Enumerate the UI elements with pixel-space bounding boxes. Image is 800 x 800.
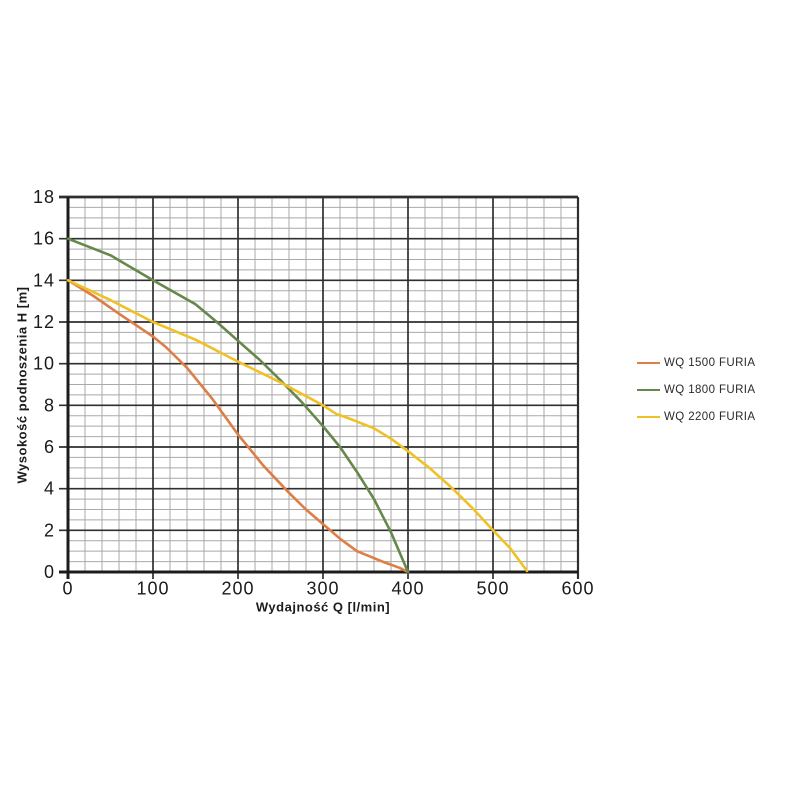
legend-label: WQ 1500 FURIA: [664, 357, 756, 369]
x-tick-label-0: 0: [62, 579, 73, 599]
x-tick-label-100: 100: [136, 579, 169, 599]
x-tick-label-300: 300: [306, 579, 339, 599]
legend-item-wq-1800-furia: WQ 1800 FURIA: [637, 383, 755, 397]
series-line-wq-1500-furia: [66, 279, 410, 574]
x-tick-label-400: 400: [391, 579, 424, 599]
series-line-wq-2200-furia: [66, 279, 529, 573]
y-tick-label-12: 12: [33, 312, 55, 332]
legend-item-wq-1500-furia: WQ 1500 FURIA: [637, 356, 755, 370]
y-tick-label-18: 18: [33, 187, 55, 207]
y-tick-label-2: 2: [44, 520, 55, 540]
y-tick-label-0: 0: [44, 562, 55, 582]
y-tick-label-10: 10: [33, 354, 55, 374]
y-tick-label-4: 4: [44, 479, 55, 499]
tick-labels: 0 100 200 300 400 500 600 0 2 4 6 8 10 12 14 16 18: [33, 187, 594, 599]
x-tick-label-600: 600: [561, 579, 594, 599]
legend-swatch-wq-1800-furia: [637, 389, 660, 391]
y-tick-label-16: 16: [33, 229, 55, 249]
series-line-wq-1800-furia: [66, 237, 410, 574]
legend-swatch-wq-1500-furia: [637, 362, 660, 364]
y-tick-label-14: 14: [33, 270, 55, 290]
axis-lines: [59, 197, 578, 579]
x-tick-label-500: 500: [476, 579, 509, 599]
legend-label: WQ 2200 FURIA: [664, 411, 756, 423]
legend-swatch-wq-2200-furia: [637, 416, 660, 418]
legend-item-wq-2200-furia: WQ 2200 FURIA: [637, 410, 755, 424]
legend: WQ 1500 FURIA WQ 1800 FURIA WQ 2200 FURIA: [637, 356, 755, 424]
x-tick-label-200: 200: [221, 579, 254, 599]
y-axis-title: Wysokość podnoszenia H [m]: [14, 286, 30, 484]
y-tick-label-8: 8: [44, 395, 55, 415]
legend-label: WQ 1800 FURIA: [664, 384, 756, 396]
x-axis-title: Wydajność Q [l/min]: [255, 599, 391, 615]
y-tick-label-6: 6: [44, 437, 55, 457]
